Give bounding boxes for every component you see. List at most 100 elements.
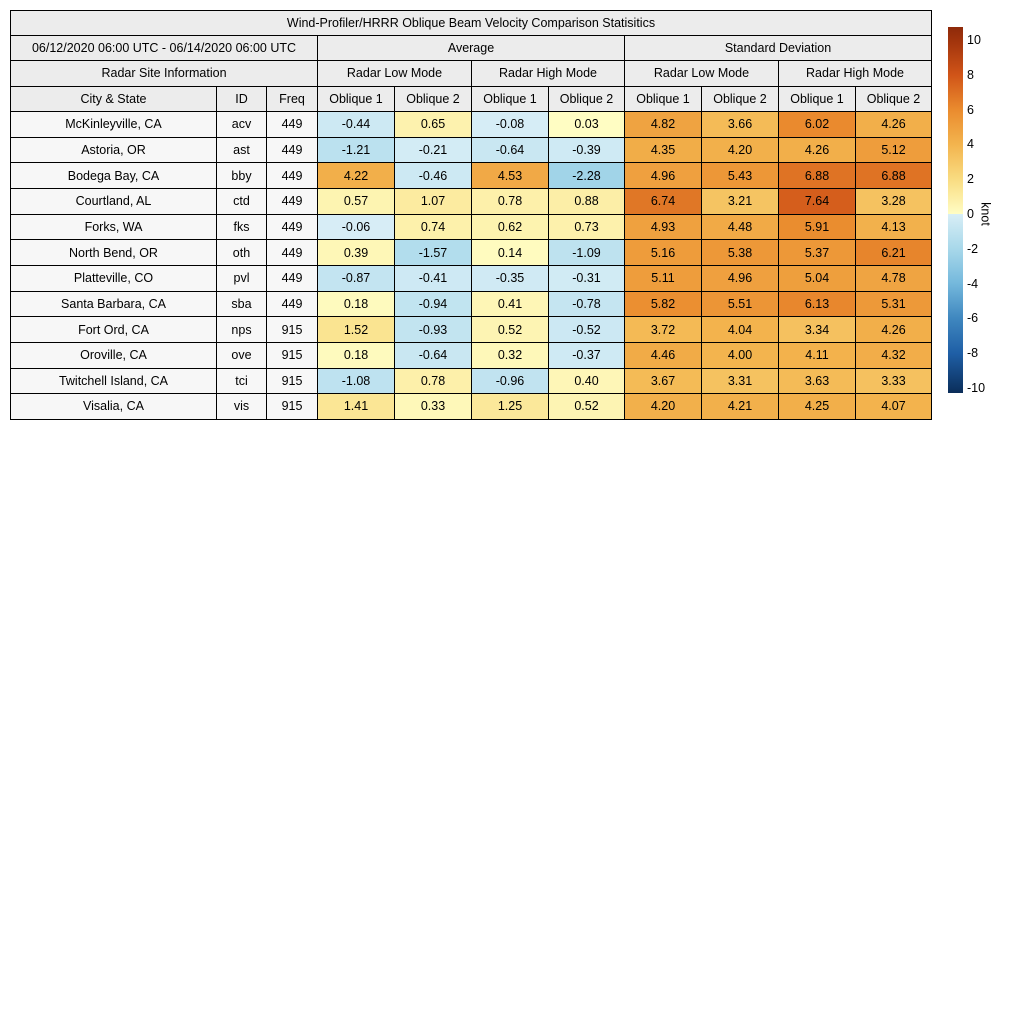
value-cell: -0.41 (394, 265, 472, 292)
table-row: Courtland, AL ctd 449 0.57 1.07 0.78 0.88 6.74 3… (10, 188, 932, 215)
title-row: Wind-Profiler/HRRR Oblique Beam Velocity… (10, 10, 932, 36)
freq-cell: 449 (266, 265, 318, 292)
value-cell: 3.66 (701, 111, 779, 138)
header-std-radar-high-mode: Radar High Mode (778, 60, 932, 87)
header-oblique-2: Oblique 2 (701, 85, 779, 113)
colorbar-tick-label: 6 (967, 102, 974, 117)
freq-cell: 915 (266, 342, 318, 369)
value-cell: -0.93 (394, 316, 472, 344)
mode-header-row: Radar Site Information Radar Low Mode Ra… (10, 60, 932, 87)
site-id-cell: oth (216, 239, 267, 267)
freq-cell: 449 (266, 136, 318, 164)
site-id-cell: acv (216, 111, 267, 138)
value-cell: 6.88 (778, 162, 856, 190)
header-avg-radar-high-mode: Radar High Mode (471, 60, 625, 87)
value-cell: 4.22 (317, 162, 395, 190)
value-cell: 0.65 (394, 111, 472, 138)
city-cell: Bodega Bay, CA (10, 162, 217, 190)
value-cell: 0.18 (317, 342, 395, 369)
header-oblique-1: Oblique 1 (778, 85, 856, 113)
value-cell: -0.08 (471, 111, 549, 138)
value-cell: 4.35 (624, 136, 702, 164)
value-cell: 5.82 (624, 290, 702, 318)
value-cell: -1.09 (548, 239, 625, 267)
site-id-cell: vis (216, 393, 267, 421)
colorbar-tick-label: 8 (967, 67, 974, 82)
header-std-radar-low-mode: Radar Low Mode (624, 60, 779, 87)
value-cell: 4.46 (624, 342, 702, 369)
freq-cell: 449 (266, 239, 318, 267)
value-cell: -0.78 (548, 290, 625, 318)
header-oblique-1: Oblique 1 (471, 85, 549, 113)
value-cell: 0.40 (548, 367, 625, 395)
city-cell: Visalia, CA (10, 393, 217, 421)
colorbar-tick-label: -4 (967, 276, 979, 291)
site-id-cell: bby (216, 162, 267, 190)
value-cell: 7.64 (778, 188, 856, 215)
value-cell: 4.07 (855, 393, 932, 421)
header-id: ID (216, 85, 267, 113)
value-cell: 4.20 (624, 393, 702, 421)
table-row: Forks, WA fks 449 -0.06 0.74 0.62 0.73 4.93 4.48… (10, 213, 932, 241)
freq-cell: 915 (266, 316, 318, 344)
value-cell: 5.31 (855, 290, 932, 318)
value-cell: -0.96 (471, 367, 549, 395)
value-cell: 1.25 (471, 393, 549, 421)
value-cell: 4.96 (624, 162, 702, 190)
value-cell: 0.73 (548, 213, 625, 241)
freq-cell: 449 (266, 290, 318, 318)
value-cell: 0.14 (471, 239, 549, 267)
header-oblique-1: Oblique 1 (317, 85, 395, 113)
value-cell: 4.53 (471, 162, 549, 190)
value-cell: -2.28 (548, 162, 625, 190)
header-oblique-2: Oblique 2 (394, 85, 472, 113)
table-row: Platteville, CO pvl 449 -0.87 -0.41 -0.35 -0.3… (10, 265, 932, 292)
value-cell: 3.34 (778, 316, 856, 344)
value-cell: -0.06 (317, 213, 395, 241)
table-row: Astoria, OR ast 449 -1.21 -0.21 -0.64 -0.39 4.3… (10, 136, 932, 164)
site-id-cell: ast (216, 136, 267, 164)
value-cell: 0.41 (471, 290, 549, 318)
table-row: Santa Barbara, CA sba 449 0.18 -0.94 0.41 -0.7… (10, 290, 932, 318)
site-id-cell: fks (216, 213, 267, 241)
city-cell: Forks, WA (10, 213, 217, 241)
value-cell: 6.88 (855, 162, 932, 190)
table-body: McKinleyville, CA acv 449 -0.44 0.65 -0.08 0.0… (10, 111, 932, 421)
table-row: Twitchell Island, CA tci 915 -1.08 0.78 -0.96… (10, 367, 932, 395)
value-cell: 4.26 (855, 111, 932, 138)
colorbar-tick-label: 4 (967, 137, 974, 152)
table-row: Fort Ord, CA nps 915 1.52 -0.93 0.52 -0.52 3.72… (10, 316, 932, 344)
value-cell: 5.51 (701, 290, 779, 318)
value-cell: 3.63 (778, 367, 856, 395)
value-cell: 5.37 (778, 239, 856, 267)
column-header-row: City & State ID Freq Oblique 1 Oblique 2… (10, 85, 932, 113)
value-cell: 1.52 (317, 316, 395, 344)
freq-cell: 449 (266, 111, 318, 138)
value-cell: -0.37 (548, 342, 625, 369)
value-cell: -1.21 (317, 136, 395, 164)
header-oblique-1: Oblique 1 (624, 85, 702, 113)
value-cell: 0.78 (394, 367, 472, 395)
freq-cell: 449 (266, 162, 318, 190)
value-cell: 3.67 (624, 367, 702, 395)
value-cell: 1.07 (394, 188, 472, 215)
colorbar-tick-label: -2 (967, 241, 979, 256)
value-cell: 4.20 (701, 136, 779, 164)
value-cell: 4.25 (778, 393, 856, 421)
value-cell: -0.52 (548, 316, 625, 344)
value-cell: -0.39 (548, 136, 625, 164)
value-cell: -0.31 (548, 265, 625, 292)
value-cell: 4.04 (701, 316, 779, 344)
value-cell: 4.82 (624, 111, 702, 138)
value-cell: 5.16 (624, 239, 702, 267)
site-id-cell: tci (216, 367, 267, 395)
value-cell: -0.64 (394, 342, 472, 369)
value-cell: 4.78 (855, 265, 932, 292)
header-avg-radar-low-mode: Radar Low Mode (317, 60, 472, 87)
value-cell: -0.21 (394, 136, 472, 164)
value-cell: 0.62 (471, 213, 549, 241)
colorbar (948, 27, 963, 393)
value-cell: 0.03 (548, 111, 625, 138)
header-radar-site-information: Radar Site Information (10, 60, 318, 87)
